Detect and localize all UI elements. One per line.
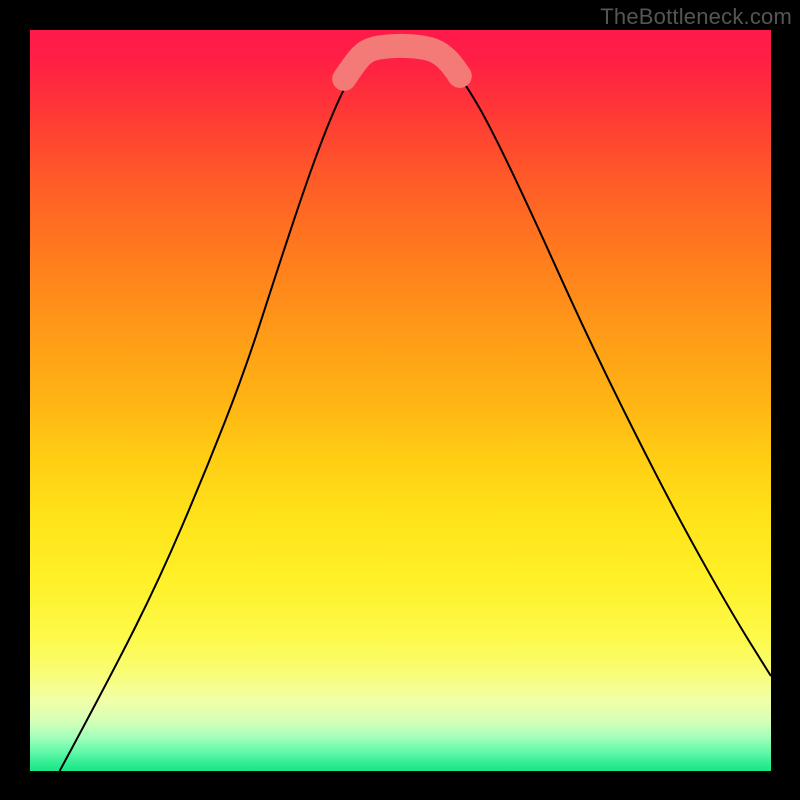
chart-background <box>30 30 771 771</box>
bottleneck-chart <box>0 0 800 800</box>
watermark-text: TheBottleneck.com <box>600 4 792 30</box>
